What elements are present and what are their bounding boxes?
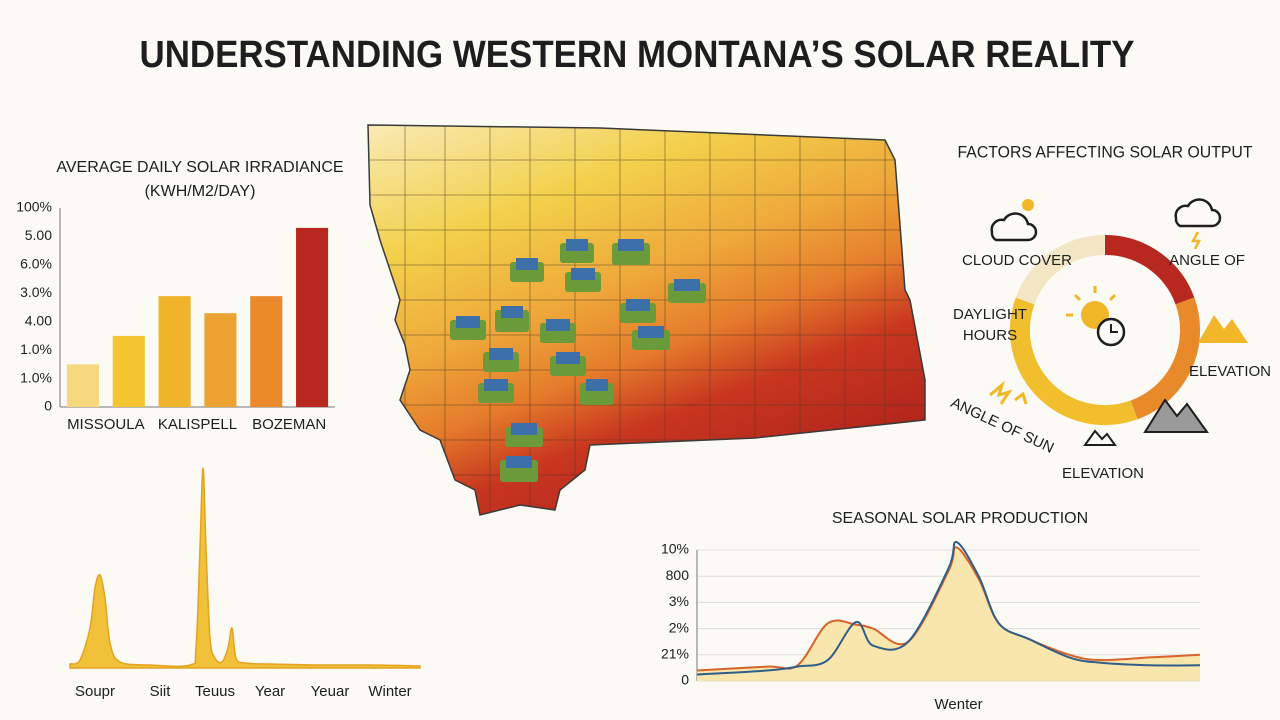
x-tick-label: MISSOULA [67, 416, 145, 433]
x-tick-label: Winter [368, 683, 411, 700]
y-tick-label: 1.0% [20, 341, 52, 357]
y-tick-label: 5.00 [25, 227, 52, 243]
page-title: UNDERSTANDING WESTERN MONTANA’S SOLAR RE… [140, 34, 1135, 76]
y-tick-label: 800 [666, 567, 690, 583]
chart-title: AVERAGE DAILY SOLAR IRRADIANCE [56, 159, 343, 176]
x-tick-label: Soupr [75, 683, 115, 700]
series-line [696, 541, 1201, 676]
x-tick-label: Yeuar [311, 683, 350, 700]
bar [66, 364, 99, 407]
montana-map [367, 124, 926, 516]
y-tick-label: 3% [669, 593, 689, 609]
y-tick-label: 0 [44, 398, 52, 414]
y-tick-label: 100% [16, 199, 52, 215]
x-tick-label: Year [255, 683, 285, 700]
y-tick-label: 3.0% [20, 284, 52, 300]
chart-title: SEASONAL SOLAR PRODUCTION [832, 510, 1088, 527]
bar [204, 313, 237, 407]
x-tick-label: BOZEMAN [252, 416, 326, 433]
bar [112, 335, 145, 407]
y-tick-label: 6.0% [20, 256, 52, 272]
chart-subtitle: (KWH/M2/DAY) [145, 183, 256, 200]
y-tick-label: 2% [669, 619, 689, 635]
y-tick-label: 1.0% [20, 369, 52, 385]
area [69, 467, 421, 669]
factor-label: DAYLIGHT HOURS [953, 306, 1027, 344]
bar [158, 296, 191, 407]
y-tick-label: 21% [661, 646, 689, 662]
bar [296, 227, 329, 407]
y-tick-label: 0 [681, 672, 689, 688]
factor-label: ELEVATION [1189, 363, 1271, 380]
x-tick-label: Wenter [935, 696, 983, 713]
x-tick-label: Teuus [195, 683, 235, 700]
factors-title: FACTORS AFFECTING SOLAR OUTPUT [958, 142, 1253, 161]
factors-diagram: FACTORS AFFECTING SOLAR OUTPUT CLOUD COV… [948, 142, 1271, 481]
factor-label: ANGLE OF [1169, 252, 1245, 269]
area-shade [697, 547, 1200, 681]
y-tick-label: 4.00 [25, 312, 52, 328]
x-tick-label: Siit [150, 683, 172, 700]
y-tick-label: 10% [661, 541, 689, 557]
factor-label: CLOUD COVER [962, 252, 1072, 269]
x-tick-label: KALISPELL [158, 416, 237, 433]
factor-label: ELEVATION [1062, 465, 1144, 482]
bar [250, 296, 283, 407]
